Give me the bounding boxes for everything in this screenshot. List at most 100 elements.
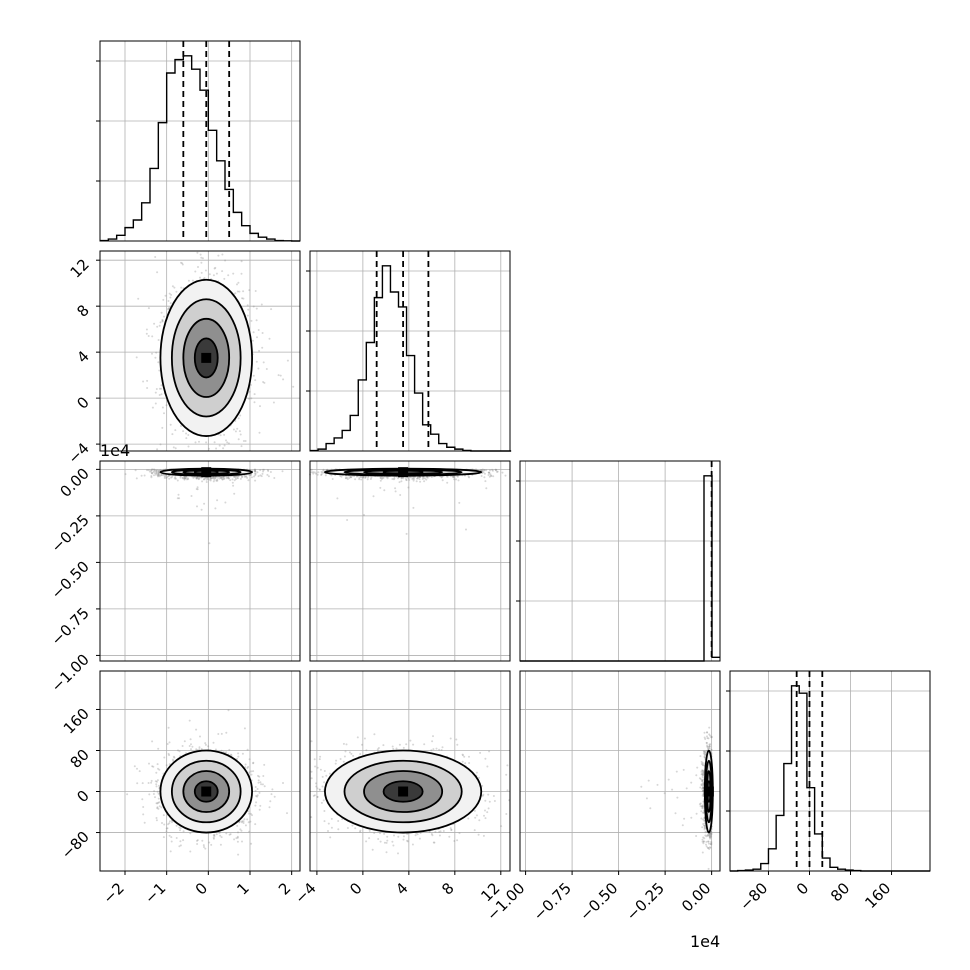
- scatter-point: [196, 251, 199, 254]
- scatter-point: [227, 442, 230, 445]
- scatter-point: [227, 477, 230, 480]
- scatter-point: [259, 474, 262, 477]
- scatter-point: [331, 478, 334, 480]
- scatter-point: [234, 292, 237, 295]
- scatter-point: [354, 478, 357, 481]
- scatter-point: [483, 472, 486, 475]
- scatter-point: [202, 478, 205, 481]
- scatter-point: [262, 775, 265, 777]
- scatter-point: [231, 481, 234, 484]
- scatter-point: [504, 474, 507, 477]
- scatter-point: [160, 384, 163, 387]
- scatter-point: [252, 305, 255, 308]
- scatter-point: [266, 469, 269, 471]
- scatter-point: [407, 486, 410, 489]
- scatter-point: [244, 440, 247, 442]
- scatter-point: [253, 401, 256, 404]
- scatter-point: [239, 433, 242, 436]
- scatter-point: [154, 256, 157, 258]
- scatter-point: [233, 479, 236, 482]
- scatter-point: [268, 337, 271, 340]
- scatter-point: [210, 477, 212, 480]
- scatter-point: [198, 477, 200, 480]
- scatter-point: [246, 304, 249, 307]
- scatter-point: [247, 308, 250, 311]
- panel-frame: [99, 250, 301, 452]
- scatter-point: [254, 468, 257, 471]
- scatter-point: [248, 289, 251, 292]
- scatter-point: [196, 476, 199, 479]
- scatter-point: [157, 473, 160, 476]
- scatter-point: [263, 381, 266, 384]
- scatter-point: [219, 434, 222, 437]
- density-peak: [201, 467, 212, 478]
- scatter-point: [367, 476, 370, 479]
- scatter-point: [242, 297, 245, 300]
- scatter-point: [242, 290, 245, 293]
- scatter-point: [236, 476, 239, 479]
- scatter-point: [254, 472, 256, 475]
- panel-frame: [309, 250, 511, 452]
- scatter-point: [159, 443, 162, 446]
- scatter-point: [236, 477, 239, 480]
- y-tick-label: −4: [64, 439, 92, 467]
- scatter-point: [194, 441, 197, 444]
- scatter-point: [465, 528, 467, 531]
- scatter-point: [261, 783, 264, 786]
- scatter-point: [148, 793, 151, 796]
- scatter-point: [146, 469, 149, 472]
- scatter-point: [239, 414, 242, 417]
- scatter-point: [214, 266, 217, 269]
- scatter-point: [133, 765, 136, 768]
- scatter-point: [140, 474, 143, 477]
- scatter-point: [181, 263, 184, 266]
- scatter-point: [209, 479, 212, 482]
- scatter-point: [379, 479, 382, 482]
- scatter-point: [165, 404, 168, 407]
- panel-frame: [99, 460, 301, 662]
- histogram-bar: [310, 265, 512, 452]
- scatter-point: [404, 477, 407, 480]
- scatter-point: [267, 475, 270, 478]
- scatter-point: [258, 349, 261, 352]
- scatter-point: [168, 306, 171, 309]
- scatter-point: [203, 277, 206, 279]
- scatter-point: [271, 788, 274, 791]
- scatter-point: [199, 276, 201, 279]
- scatter-point: [233, 475, 236, 478]
- scatter-point: [223, 277, 226, 280]
- scatter-point: [423, 480, 426, 483]
- scatter-point: [218, 444, 221, 447]
- scatter-point: [155, 388, 158, 390]
- scatter-point: [251, 339, 254, 342]
- scatter-point: [224, 259, 227, 262]
- scatter-point: [412, 479, 415, 482]
- scatter-point: [173, 286, 176, 289]
- scatter-point: [234, 430, 237, 433]
- scatter-point: [259, 469, 262, 472]
- scatter-point: [426, 476, 429, 479]
- scatter-point: [372, 495, 375, 498]
- scatter-point: [457, 479, 460, 482]
- scatter-point: [273, 477, 276, 479]
- histogram-panel: [306, 250, 512, 452]
- scatter-point: [484, 480, 487, 483]
- scatter-point: [199, 253, 202, 256]
- scatter-point: [340, 475, 343, 478]
- scatter-point: [212, 741, 215, 744]
- scatter-point: [134, 469, 137, 472]
- scatter-point: [173, 477, 176, 480]
- scatter-point: [238, 290, 241, 293]
- scatter-point: [237, 417, 240, 420]
- scatter-point: [151, 352, 153, 355]
- scatter-point: [392, 478, 395, 481]
- scatter-point: [496, 470, 499, 473]
- histogram-bar: [520, 475, 720, 662]
- scatter-point: [221, 253, 224, 256]
- scatter-point: [480, 475, 483, 477]
- scatter-point: [453, 478, 456, 481]
- scatter-point: [161, 426, 164, 429]
- scatter-point: [181, 262, 184, 265]
- scatter-point: [150, 472, 153, 475]
- scatter-point: [490, 475, 493, 477]
